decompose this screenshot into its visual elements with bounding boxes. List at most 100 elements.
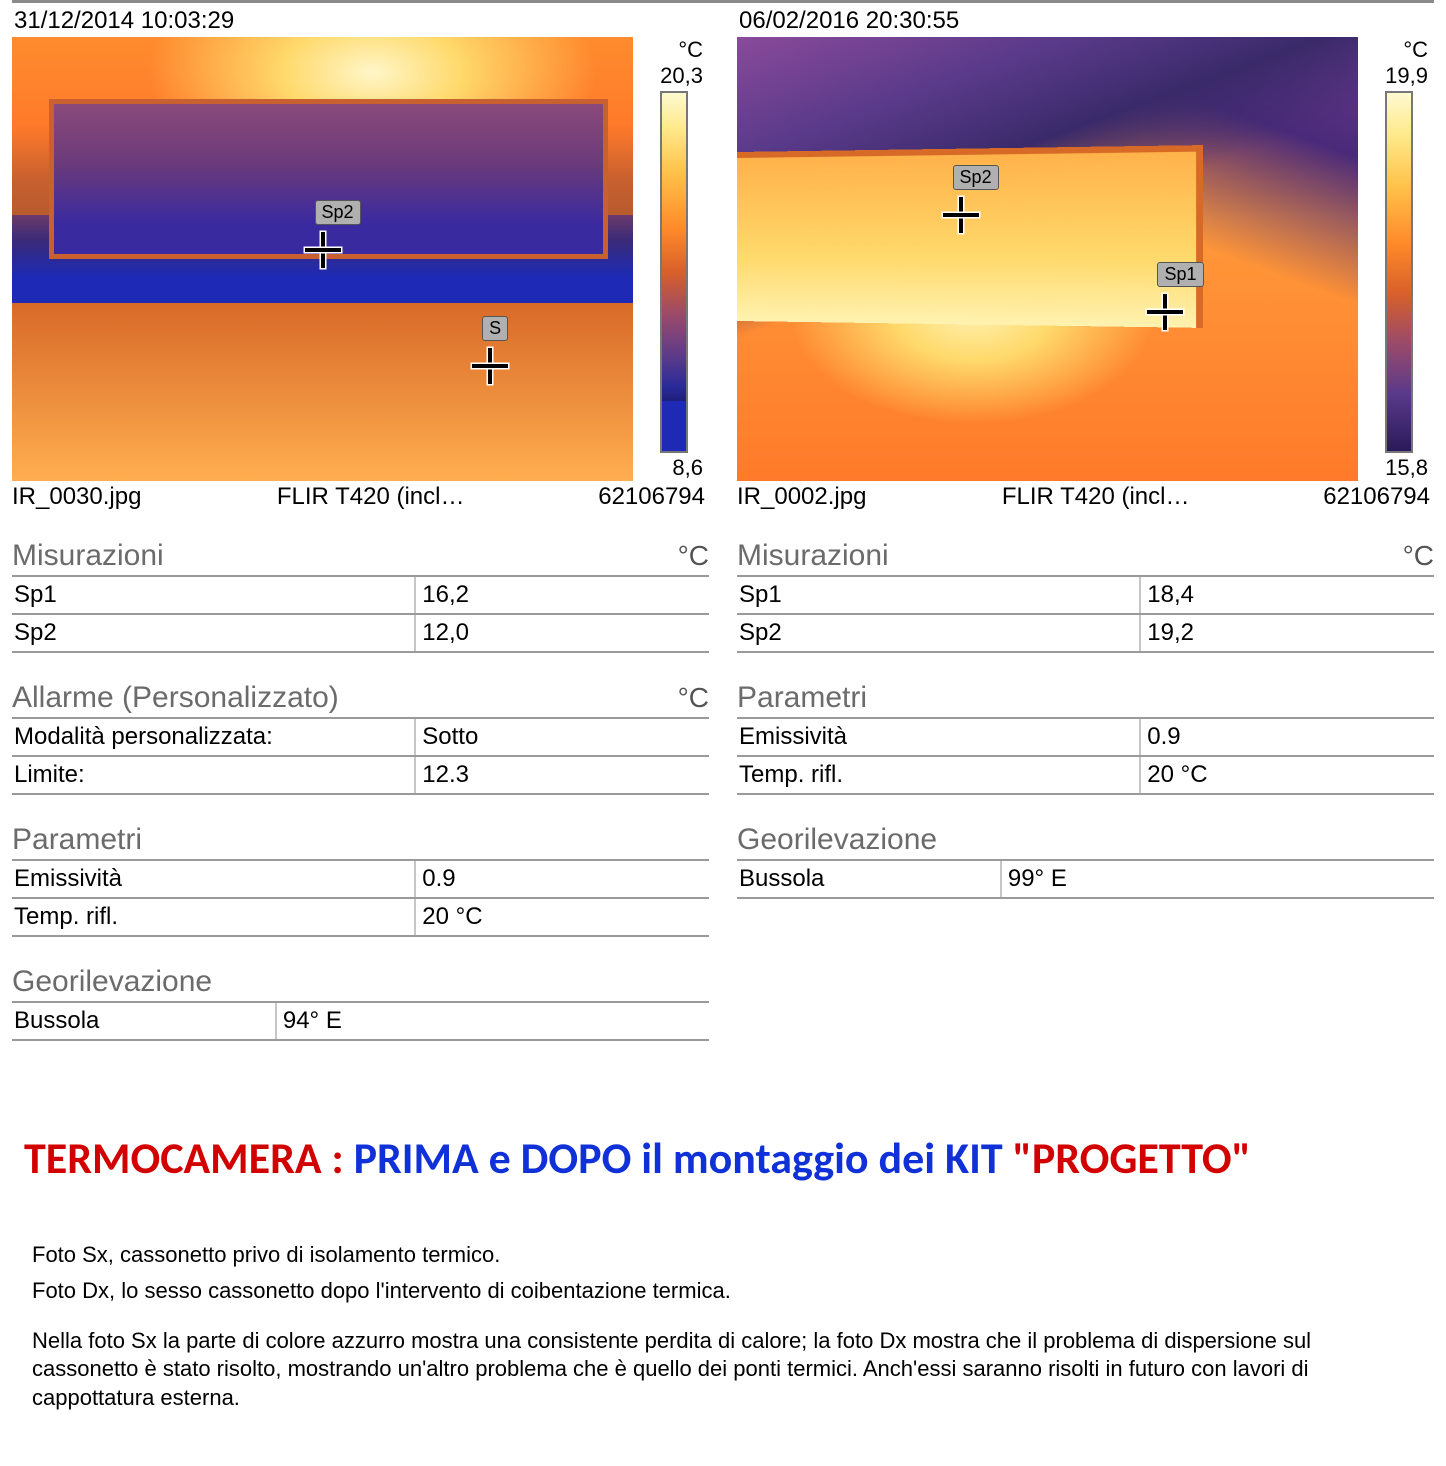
cell-value: 20 °C (1141, 757, 1434, 793)
table-header: Georilevazione (737, 823, 1434, 861)
crosshair-icon (943, 197, 979, 233)
body-text: Foto Sx, cassonetto privo di isolamento … (12, 1241, 1434, 1440)
timestamp-left: 31/12/2014 10:03:29 (12, 5, 709, 37)
table-row: Temp. rifl. 20 °C (737, 757, 1434, 795)
table-row: Emissività 0.9 (12, 861, 709, 899)
cell-value: 20 °C (416, 899, 709, 935)
table-params-right: Parametri Emissività 0.9 Temp. rifl. 20 … (737, 681, 1434, 795)
scale-min: 8,6 (639, 455, 709, 481)
scale-max: 20,3 (639, 63, 709, 89)
table-body: Emissività 0.9 Temp. rifl. 20 °C (737, 719, 1434, 795)
table-body: Sp1 16,2 Sp2 12,0 (12, 577, 709, 653)
cell-value: 12.3 (416, 757, 709, 793)
marker-sp1-right: Sp1 (1147, 294, 1183, 330)
table-body: Modalità personalizzata: Sotto Limite: 1… (12, 719, 709, 795)
table-measurements-right: Misurazioni °C Sp1 18,4 Sp2 19,2 (737, 539, 1434, 653)
table-header: Georilevazione (12, 965, 709, 1003)
table-measurements-left: Misurazioni °C Sp1 16,2 Sp2 12,0 (12, 539, 709, 653)
table-row: Emissività 0.9 (737, 719, 1434, 757)
scale-min: 15,8 (1364, 455, 1434, 481)
info-line-left: IR_0030.jpg FLIR T420 (incl… 62106794 (12, 481, 709, 511)
table-row: Bussola 99° E (737, 861, 1434, 899)
cell-value: 99° E (1002, 861, 1434, 897)
cell-label: Emissività (12, 861, 416, 897)
thermal-block-left: 31/12/2014 10:03:29 Sp2 S (12, 5, 709, 511)
cell-label: Bussola (737, 861, 1002, 897)
page: 31/12/2014 10:03:29 Sp2 S (0, 0, 1446, 1440)
marker-sp2-left: Sp2 (305, 232, 341, 268)
table-header: Parametri (12, 823, 709, 861)
cell-value: Sotto (416, 719, 709, 755)
marker-label: Sp1 (1157, 262, 1203, 287)
scale-right: °C 19,9 15,8 (1364, 37, 1434, 481)
marker-sp1-left: S (472, 348, 508, 384)
cell-label: Sp1 (737, 577, 1141, 613)
table-geo-right: Georilevazione Bussola 99° E (737, 823, 1434, 899)
cell-label: Limite: (12, 757, 416, 793)
table-title: Parametri (737, 681, 1434, 715)
table-row: Temp. rifl. 20 °C (12, 899, 709, 937)
cell-value: 12,0 (416, 615, 709, 651)
scale-unit: °C (639, 37, 709, 63)
marker-label: S (482, 316, 508, 341)
table-unit: °C (1403, 540, 1434, 572)
table-unit: °C (678, 682, 709, 714)
cell-label: Emissività (737, 719, 1141, 755)
columns: 31/12/2014 10:03:29 Sp2 S (12, 5, 1434, 1041)
thermal-row-right: Sp2 Sp1 °C 19,9 15,8 (737, 37, 1434, 481)
paragraph: Foto Sx, cassonetto privo di isolamento … (32, 1241, 1414, 1269)
filename: IR_0002.jpg (737, 483, 1002, 511)
table-header: Allarme (Personalizzato) °C (12, 681, 709, 719)
table-body: Sp1 18,4 Sp2 19,2 (737, 577, 1434, 653)
serial-number: 62106794 (1281, 483, 1434, 511)
table-body: Bussola 94° E (12, 1003, 709, 1041)
thermal-region (12, 303, 354, 481)
marker-sp2-right: Sp2 (943, 197, 979, 233)
thermal-row-left: Sp2 S °C 20,3 8,6 (12, 37, 709, 481)
cell-label: Temp. rifl. (737, 757, 1141, 793)
table-body: Bussola 99° E (737, 861, 1434, 899)
cell-label: Temp. rifl. (12, 899, 416, 935)
headline-part-3: "PROGETTO" (1013, 1131, 1251, 1185)
paragraph: Foto Dx, lo sesso cassonetto dopo l'inte… (32, 1277, 1414, 1305)
table-title: Georilevazione (12, 965, 709, 999)
table-row: Sp2 12,0 (12, 615, 709, 653)
cell-value: 18,4 (1141, 577, 1434, 613)
crosshair-icon (1147, 294, 1183, 330)
headline: TERMOCAMERA : PRIMA e DOPO il montaggio … (12, 1131, 1434, 1185)
paragraph: Nella foto Sx la parte di colore azzurro… (32, 1327, 1414, 1411)
thermal-block-right: 06/02/2016 20:30:55 Sp2 Sp1 (737, 5, 1434, 511)
cell-label: Modalità personalizzata: (12, 719, 416, 755)
table-header: Misurazioni °C (737, 539, 1434, 577)
marker-label: Sp2 (953, 165, 999, 190)
table-row: Sp1 18,4 (737, 577, 1434, 615)
table-alarm-left: Allarme (Personalizzato) °C Modalità per… (12, 681, 709, 795)
cell-label: Sp2 (12, 615, 416, 651)
cell-label: Bussola (12, 1003, 277, 1039)
camera-model: FLIR T420 (incl… (1002, 483, 1281, 511)
table-row: Sp2 19,2 (737, 615, 1434, 653)
crosshair-icon (305, 232, 341, 268)
filename: IR_0030.jpg (12, 483, 277, 511)
cell-value: 94° E (277, 1003, 709, 1039)
thermal-image-left: Sp2 S (12, 37, 633, 481)
info-line-right: IR_0002.jpg FLIR T420 (incl… 62106794 (737, 481, 1434, 511)
headline-part-1: TERMOCAMERA : (24, 1131, 354, 1185)
cell-label: Sp1 (12, 577, 416, 613)
table-title: Misurazioni (12, 539, 678, 573)
table-header: Parametri (737, 681, 1434, 719)
table-row: Limite: 12.3 (12, 757, 709, 795)
table-params-left: Parametri Emissività 0.9 Temp. rifl. 20 … (12, 823, 709, 937)
serial-number: 62106794 (556, 483, 709, 511)
table-unit: °C (678, 540, 709, 572)
marker-label: Sp2 (315, 200, 361, 225)
scale-bar (1385, 91, 1413, 453)
cell-value: 0.9 (416, 861, 709, 897)
cell-value: 0.9 (1141, 719, 1434, 755)
scale-unit: °C (1364, 37, 1434, 63)
table-row: Modalità personalizzata: Sotto (12, 719, 709, 757)
scale-left: °C 20,3 8,6 (639, 37, 709, 481)
headline-part-2: PRIMA e DOPO il montaggio dei KIT (354, 1131, 1013, 1185)
table-row: Sp1 16,2 (12, 577, 709, 615)
crosshair-icon (472, 348, 508, 384)
